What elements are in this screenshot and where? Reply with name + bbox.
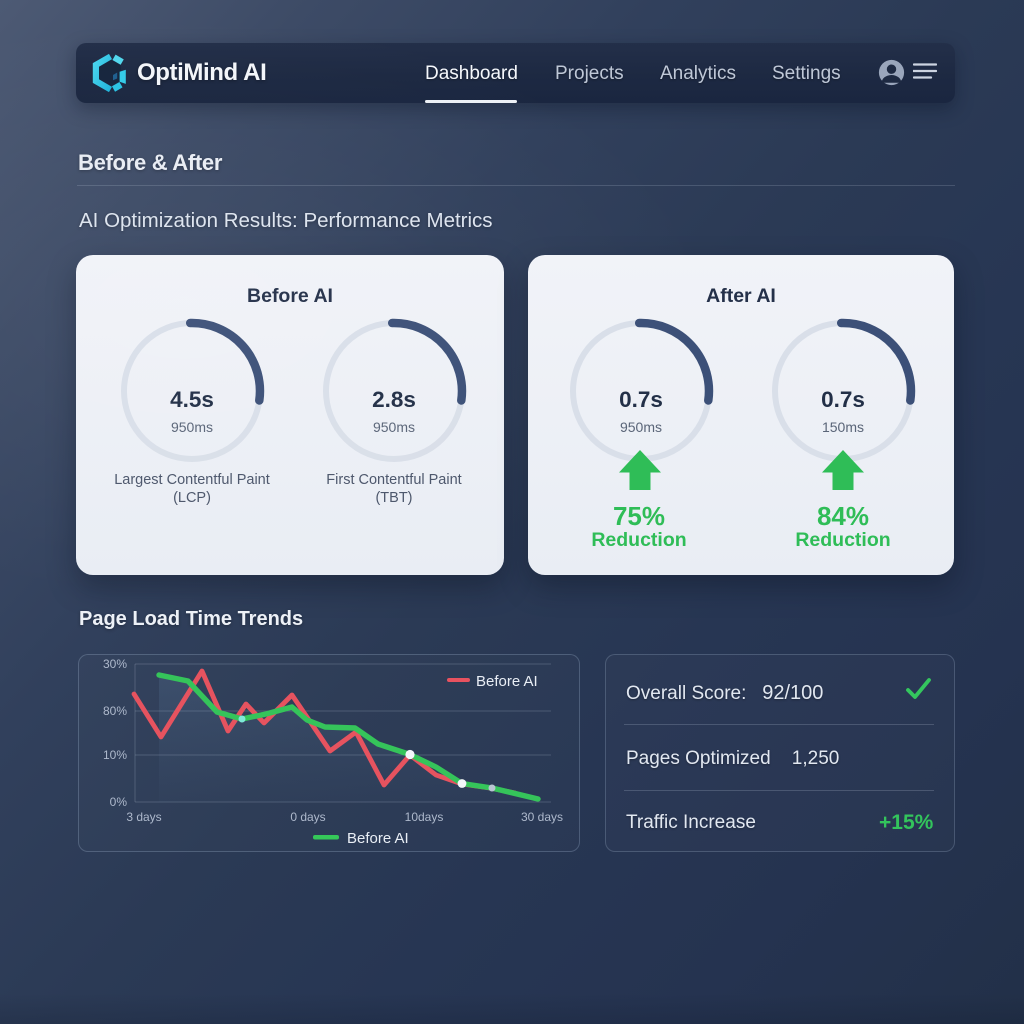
svg-text:10days: 10days <box>405 810 444 824</box>
svg-text:0 days: 0 days <box>290 810 325 824</box>
svg-text:0%: 0% <box>110 795 128 809</box>
svg-text:30%: 30% <box>103 657 127 671</box>
svg-text:3 days: 3 days <box>126 810 161 824</box>
svg-text:80%: 80% <box>103 704 127 718</box>
svg-text:30 days: 30 days <box>521 810 563 824</box>
svg-text:Before AI: Before AI <box>347 830 409 847</box>
svg-text:10%: 10% <box>103 748 127 762</box>
svg-text:Before AI: Before AI <box>476 673 538 690</box>
